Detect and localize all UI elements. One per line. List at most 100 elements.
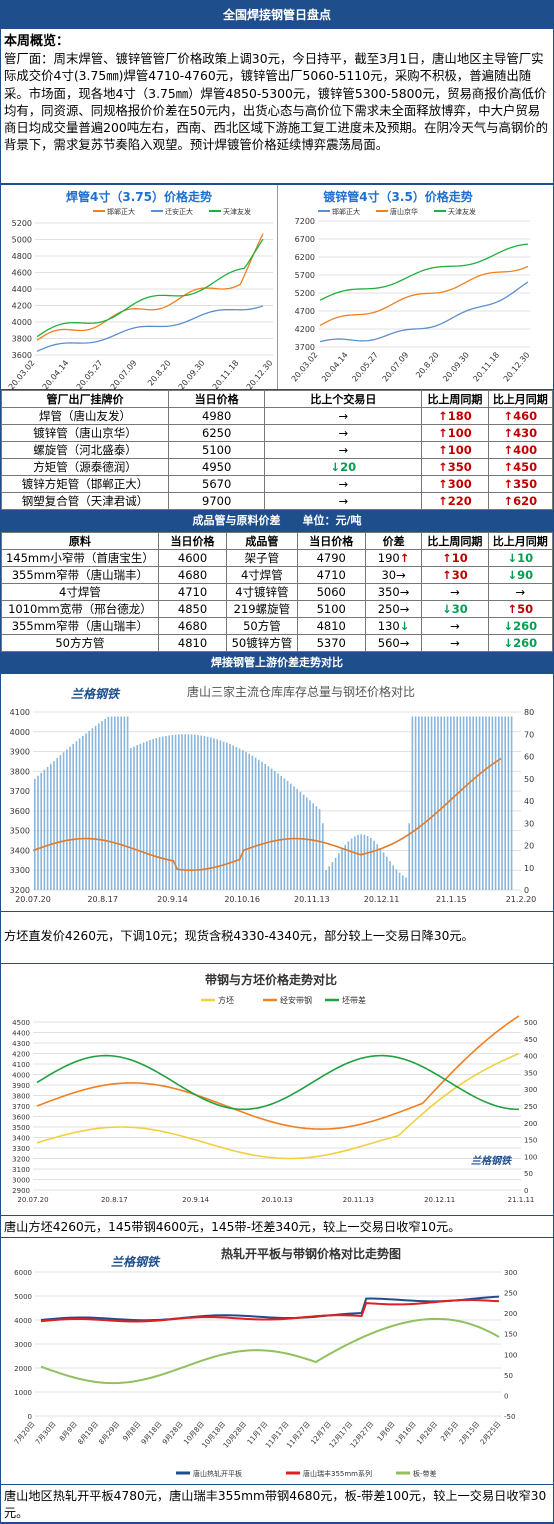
spread-header-6: 比上月同期 [487,532,554,550]
legend-label: 天津友发 [448,207,476,216]
x-tick-label: 20.11.18 [211,359,241,390]
y2-tick-label: 70 [524,730,534,739]
inventory-bar [312,803,314,890]
table-row: 镀锌管（唐山京华） 6250 → ↑100 ↑430 [1,424,554,442]
y2-tick-label: 250 [524,1103,537,1111]
y2-tick-label: 300 [524,1086,537,1094]
inventory-bar [366,835,369,890]
y-tick-label: 3500 [12,1124,30,1132]
inventory-bar [222,741,225,890]
inventory-bar [238,748,241,890]
inventory-bar [274,770,276,890]
inventory-bar [181,734,183,890]
inventory-billet-chart-svg: 兰格钢铁 唐山三家主流仓库库存总量与钢坯价格对比 4100 4000 3900 3800 3… [10,684,537,904]
inventory-bar [133,746,135,890]
spread-cell: 30→ [364,566,423,584]
inventory-bar [341,848,343,890]
factory-cell: 4950 [167,458,266,476]
spread-cell: 4810 [296,617,366,635]
plate-line [40,1295,500,1322]
strip-line [40,1299,500,1323]
y-tick-label: 3700 [12,1103,30,1111]
inventory-bar [363,834,366,890]
inventory-bar [325,870,327,890]
y-tick-label: 3600 [12,351,32,360]
inventory-bar [78,738,81,890]
inventory-bar [245,751,247,890]
y-tick-label: 3200 [12,1156,30,1164]
y2-tick-label: 80 [524,708,534,717]
y-tick-label: 3700 [10,787,30,796]
inventory-bar [43,769,46,890]
inventory-bar [498,716,500,890]
x-tick-label: 20.8.17 [101,1196,128,1204]
spread-cell: ↓10 [487,549,554,567]
factory-price-table: 管厂出厂挂牌价 当日价格 比上个交易日 比上周同期 比上月同期 焊管（唐山友发） 4980… [1,390,554,510]
spread-cell: ↑30 [421,566,489,584]
inventory-bar [299,791,302,890]
inventory-bar [162,736,164,890]
hot-rolled-strip-chart: 兰格钢铁 热轧开平板与带钢价格对比走势图 6000 5000 4000 3000 2000 1… [1,1238,553,1485]
y-tick-label: 2900 [12,1187,30,1195]
strip-note: 唐山方坯4260元，145带钢4600元，145带-坯差340元，较上一交易日收… [1,1216,553,1238]
y-tick-label: 5000 [12,236,32,245]
y2-tick-label: 300 [504,1269,517,1277]
inventory-bar [424,716,426,890]
inventory-bar [123,716,126,890]
x-tick-label: 2月5日 [439,1420,460,1443]
factory-cell: ↑180 [421,407,489,425]
spread-table: 原料 当日价格 成品管 当日价格 价差 比上周同期 比上月同期 145mm小窄带（首唐宝生）… [1,532,554,652]
inventory-bar [69,746,71,890]
y2-tick-label: 60 [524,753,534,762]
inventory-bar [126,716,129,890]
y-tick-label: 3200 [10,886,30,895]
spread-cell: → [421,583,489,601]
spread-cell: ↓30 [421,600,489,618]
inventory-bar [94,725,97,890]
inventory-bar [296,789,298,890]
y-tick-label: 4600 [12,269,32,278]
inventory-bar [85,733,87,890]
inventory-bar [376,844,378,890]
hot-rolled-strip-chart-svg: 兰格钢铁热轧开平板与带钢价格对比走势图600050004000300020001… [13,1246,518,1478]
x-tick-label: 9月18日 [140,1420,164,1446]
y-tick-label: 4100 [12,1061,30,1069]
inventory-bar [34,778,36,890]
inventory-bar [328,866,330,890]
x-tick-label: 8月19日 [76,1420,100,1446]
galv-pipe-chart: 镀锌管4寸（3.5）价格走势 邯郸正大 唐山京华 天津友发 7200 6700 6200 57… [277,185,554,389]
inventory-bar [437,716,439,890]
spread-cell: 4810 [157,634,228,652]
y-tick-label: 4500 [12,1019,30,1027]
x-tick-label: 8月29日 [98,1420,122,1446]
inventory-bar [101,721,103,890]
chart-title: 唐山三家主流仓库库存总量与钢坯价格对比 [187,684,415,699]
x-tick-label: 9月8日 [122,1420,143,1443]
y-tick-label: 6200 [295,253,315,262]
inventory-bar [459,716,462,890]
factory-cell: 5100 [167,441,266,459]
y-tick-label: 5200 [12,219,32,228]
factory-cell: → [264,407,423,425]
y-tick-label: 3500 [10,827,30,836]
inventory-bar [72,743,74,890]
series-line [36,233,264,341]
y-tick-label: 4000 [12,1072,30,1080]
inventory-bar [203,736,206,890]
inventory-bar [382,852,385,890]
spread-header-0: 原料 [1,532,159,550]
x-tick-label: 20.12.11 [424,1196,455,1204]
y-tick-label: 3900 [10,748,30,757]
factory-cell: ↑100 [421,441,489,459]
y-tick-label: 3400 [10,846,30,855]
inventory-bar [488,716,490,890]
legend-label: 坯带差 [342,995,366,1005]
y2-tick-label: 200 [524,1120,537,1128]
legend-label: 迁安正大 [165,207,193,216]
weekly-summary: 本周概览： 管厂面：周末焊管、镀锌管管厂价格政策上调30元，今日持平，截至3月1… [1,29,553,185]
x-tick-label: 20.12.30 [502,351,532,384]
y2-tick-label: 100 [524,1153,537,1161]
x-tick-label: 20.07.09 [381,351,411,384]
factory-cell: 焊管（唐山友发） [1,407,169,425]
